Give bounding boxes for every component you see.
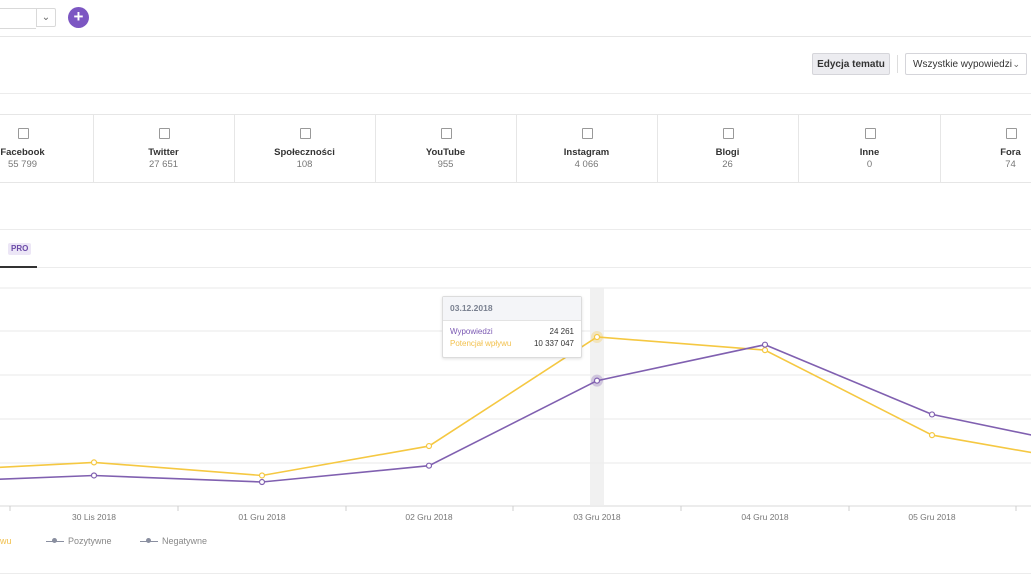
x-tick-label: 01 Gru 2018 <box>238 512 286 522</box>
pro-badge: PRO <box>8 243 32 255</box>
legend-label: Pozytywne <box>68 536 112 546</box>
tooltip-date: 03.12.2018 <box>443 297 581 321</box>
x-tick-label: 30 Lis 2018 <box>72 512 116 522</box>
data-point <box>90 472 98 479</box>
source-name: Społeczności <box>274 147 335 158</box>
x-tick-label: 05 Gru 2018 <box>908 512 956 522</box>
data-point <box>90 459 98 466</box>
source-name: Fora <box>1000 147 1021 158</box>
data-point <box>761 341 769 348</box>
chevron-down-icon[interactable]: ⌄ <box>36 8 56 27</box>
source-count: 108 <box>296 159 313 170</box>
data-point <box>928 411 936 418</box>
legend-line-icon <box>46 538 64 545</box>
tooltip-row: Wypowiedzi 24 261 <box>450 327 574 336</box>
section-divider <box>0 229 1031 230</box>
data-point <box>258 472 266 479</box>
source-name: Blogi <box>715 147 740 158</box>
toolbar-divider <box>897 55 898 73</box>
source-tile[interactable]: Fora 74 <box>940 115 1031 182</box>
source-name: Twitter <box>148 147 179 158</box>
source-name: Facebook <box>0 147 45 158</box>
mentions-filter-label: Wszystkie wypowiedzi <box>913 59 1012 70</box>
source-checkbox[interactable] <box>864 128 876 139</box>
source-name: YouTube <box>425 147 466 158</box>
source-name: Inne <box>859 147 880 158</box>
footer-divider <box>0 573 1031 574</box>
data-point <box>425 442 433 450</box>
mentions-chart: 30 Lis 2018 01 Gru 2018 02 Gru 2018 03 Gru … <box>0 287 1031 522</box>
source-count: 955 <box>437 159 454 170</box>
data-point <box>593 377 601 384</box>
source-checkbox[interactable] <box>440 128 452 139</box>
tooltip-label: Potencjał wpływu <box>450 339 512 348</box>
source-tile[interactable]: Twitter 27 651 <box>93 115 235 182</box>
source-checkbox[interactable] <box>1005 128 1017 139</box>
source-checkbox[interactable] <box>158 128 170 139</box>
legend-item-negative[interactable]: Negatywne <box>140 536 207 546</box>
tooltip-label: Wypowiedzi <box>450 327 493 336</box>
source-name: Instagram <box>563 147 610 158</box>
series-line <box>0 336 1031 477</box>
edit-topic-button[interactable]: Edycja tematu <box>812 53 890 75</box>
legend-item-potential[interactable]: wu <box>0 536 12 546</box>
source-checkbox[interactable] <box>17 128 29 139</box>
x-tick-label: 04 Gru 2018 <box>741 512 789 522</box>
source-tile[interactable]: Społeczności 108 <box>234 115 376 182</box>
data-point <box>928 432 936 439</box>
legend-item-positive[interactable]: Pozytywne <box>46 536 112 546</box>
toolbar <box>0 37 1031 94</box>
tooltip-value: 10 337 047 <box>533 339 574 348</box>
tab-divider <box>0 267 1031 268</box>
data-point <box>258 478 266 486</box>
active-tab-indicator <box>0 266 37 268</box>
source-count: 26 <box>722 159 733 170</box>
source-count: 55 799 <box>7 159 38 170</box>
hover-band <box>590 288 604 506</box>
sources-bar: Facebook 55 799 Twitter 27 651 Społeczności 1… <box>0 114 1031 183</box>
source-checkbox[interactable] <box>722 128 734 139</box>
legend-label: Negatywne <box>162 536 208 546</box>
tooltip-value: 24 261 <box>549 327 574 336</box>
add-topic-button[interactable]: + <box>68 7 89 28</box>
top-bar: ⌄ + <box>0 0 1031 37</box>
source-checkbox[interactable] <box>581 128 593 139</box>
x-tick-label: 02 Gru 2018 <box>405 512 453 522</box>
source-tile[interactable]: Facebook 55 799 <box>0 115 94 182</box>
chevron-down-icon: ⌄ <box>1012 59 1020 69</box>
series-line <box>0 343 1031 483</box>
x-tick-label: 03 Gru 2018 <box>573 512 621 522</box>
source-count: 0 <box>866 159 873 170</box>
data-point <box>593 333 601 341</box>
source-tile[interactable]: Inne 0 <box>799 115 941 182</box>
source-tile[interactable]: Blogi 26 <box>657 115 799 182</box>
data-point <box>761 347 769 354</box>
source-tile[interactable]: YouTube 955 <box>375 115 517 182</box>
source-checkbox[interactable] <box>299 128 311 139</box>
mentions-filter-select[interactable]: Wszystkie wypowiedzi ⌄ <box>905 53 1027 75</box>
legend-line-icon <box>140 538 158 545</box>
chart-tooltip: 03.12.2018 Wypowiedzi 24 261 Potencjał w… <box>442 296 582 358</box>
data-point <box>425 462 433 469</box>
source-count: 27 651 <box>148 159 179 170</box>
tooltip-row: Potencjał wpływu 10 337 047 <box>450 339 574 348</box>
topic-select[interactable] <box>0 8 36 29</box>
source-count: 4 066 <box>574 159 599 170</box>
source-count: 74 <box>1005 159 1016 170</box>
source-tile[interactable]: Instagram 4 066 <box>516 115 658 182</box>
